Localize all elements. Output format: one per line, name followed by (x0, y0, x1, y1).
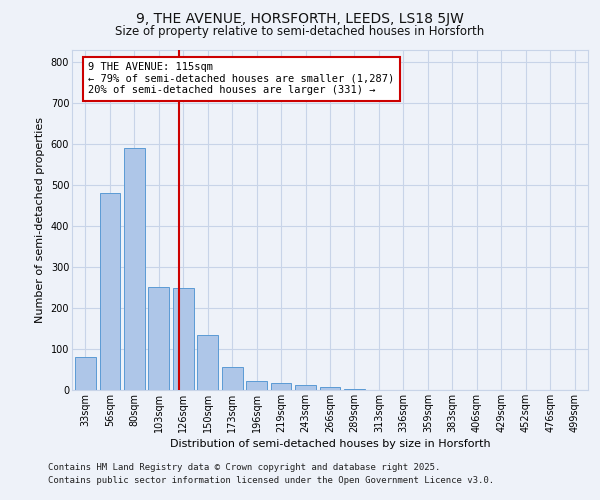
Bar (100, 194, 120, 390)
Y-axis label: Number of semi-detached properties: Number of semi-detached properties (35, 117, 45, 323)
Bar (344, 389, 365, 390)
Bar (124, 148, 145, 390)
Bar (197, 334, 218, 390)
Bar (75, 357, 96, 390)
Bar (173, 288, 194, 390)
Text: 9 THE AVENUE: 115sqm
← 79% of semi-detached houses are smaller (1,287)
20% of se: 9 THE AVENUE: 115sqm ← 79% of semi-detac… (88, 62, 395, 96)
Bar (271, 382, 292, 390)
X-axis label: Distribution of semi-detached houses by size in Horsforth: Distribution of semi-detached houses by … (170, 439, 490, 449)
Text: Contains HM Land Registry data © Crown copyright and database right 2025.: Contains HM Land Registry data © Crown c… (48, 464, 440, 472)
Bar (246, 381, 267, 390)
Text: Size of property relative to semi-detached houses in Horsforth: Size of property relative to semi-detach… (115, 25, 485, 38)
Bar (320, 386, 340, 390)
Bar (148, 287, 169, 390)
Text: 9, THE AVENUE, HORSFORTH, LEEDS, LS18 5JW: 9, THE AVENUE, HORSFORTH, LEEDS, LS18 5J… (136, 12, 464, 26)
Text: Contains public sector information licensed under the Open Government Licence v3: Contains public sector information licen… (48, 476, 494, 485)
Bar (222, 368, 242, 390)
Bar (295, 385, 316, 390)
